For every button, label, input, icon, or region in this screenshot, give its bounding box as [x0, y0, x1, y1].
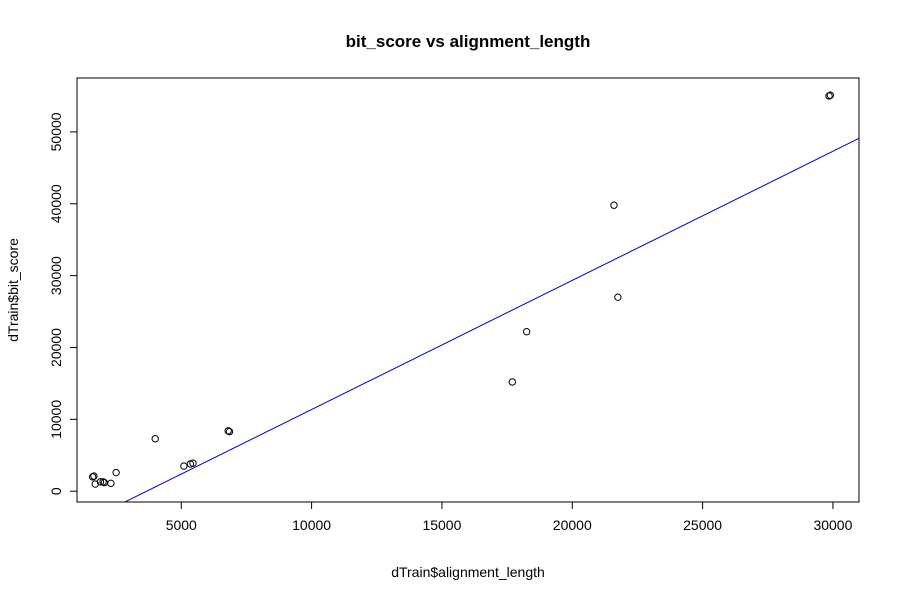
x-tick-label: 15000 — [422, 517, 461, 533]
data-point — [107, 479, 115, 488]
data-point — [508, 378, 517, 386]
data-point — [96, 478, 105, 486]
data-point — [825, 92, 833, 100]
x-axis-label: dTrain$alignment_length — [391, 564, 545, 580]
x-tick-label: 5000 — [166, 517, 197, 533]
data-point — [826, 91, 835, 99]
regression-line-layer — [123, 137, 859, 502]
data-point — [224, 427, 232, 435]
y-axis-label: dTrain$bit_score — [5, 238, 21, 342]
data-point — [180, 462, 188, 470]
data-point — [88, 473, 97, 481]
data-point — [189, 459, 197, 467]
y-tick-label: 30000 — [48, 256, 64, 295]
data-point — [610, 201, 618, 209]
data-point — [99, 478, 107, 486]
data-point — [225, 427, 234, 436]
y-tick-label: 20000 — [48, 328, 64, 367]
plot-frame — [76, 77, 860, 503]
x-tick-label: 10000 — [292, 517, 331, 533]
data-point — [151, 435, 159, 443]
y-tick-label: 0 — [48, 487, 64, 495]
y-tick-label: 40000 — [48, 184, 64, 223]
x-tick-label: 20000 — [553, 517, 592, 533]
data-point — [112, 468, 120, 477]
data-point — [522, 327, 531, 336]
data-points — [88, 91, 835, 488]
regression-line — [123, 137, 859, 502]
x-tick-label: 30000 — [813, 517, 852, 533]
y-tick-label: 50000 — [48, 112, 64, 151]
y-tick-label: 10000 — [48, 400, 64, 439]
x-tick-label: 25000 — [683, 517, 722, 533]
y-axis: 0 10000 20000 30000 40000 50000 — [48, 112, 78, 495]
data-point — [90, 472, 98, 480]
chart-title: bit_score vs alignment_length — [346, 32, 591, 51]
x-axis: 5000 10000 15000 20000 25000 30000 — [166, 501, 853, 533]
data-point — [614, 293, 622, 301]
